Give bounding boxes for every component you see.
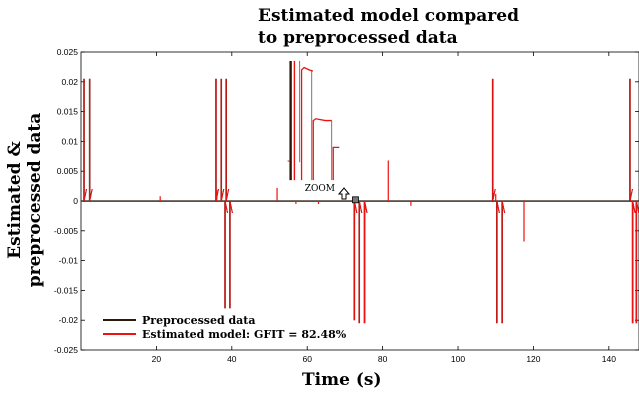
y-tick-label: -0.01 (59, 256, 79, 266)
series-spike-tail (89, 188, 93, 202)
series-spike-tail (83, 188, 88, 202)
series-spike-tail (635, 200, 639, 214)
y-tick-label: -0.025 (54, 345, 78, 355)
y-axis-label-line-1: Estimated & (5, 141, 25, 259)
y-axis-label-wrap: Estimated & preprocessed data (0, 50, 50, 350)
y-tick-label: -0.005 (54, 226, 78, 236)
series-spike-tail (225, 188, 230, 202)
series-spike-tail (224, 200, 229, 214)
x-tick-label: 40 (227, 354, 237, 364)
inset-red-plateau-3 (332, 146, 340, 181)
y-tick-label: 0.02 (61, 77, 78, 87)
y-tick-label: -0.015 (54, 285, 78, 295)
y-tick-label: 0.01 (61, 136, 78, 146)
series-spike-tail (501, 200, 506, 214)
y-axis-label: Estimated & preprocessed data (5, 113, 45, 288)
x-axis-label: Time (s) (302, 370, 382, 390)
legend-label-estimated: Estimated model: GFIT = 82.48% (142, 328, 347, 341)
legend-label-preprocessed: Preprocessed data (142, 314, 256, 327)
zoom-arrow-icon (337, 187, 351, 200)
zoom-label: ZOOM (305, 184, 335, 194)
chart-title-line-1: Estimated model compared (258, 6, 519, 26)
series-spike-tail (632, 200, 636, 214)
series-spike-tail (629, 188, 633, 202)
x-tick-label: 100 (451, 354, 465, 364)
chart-title-line-2: to preprocessed data (258, 28, 458, 48)
series-spike-tail (364, 200, 368, 214)
x-tick-label: 20 (152, 354, 162, 364)
y-tick-label: 0.025 (57, 47, 79, 57)
series-spike-tail (492, 188, 496, 202)
y-tick-label: 0.015 (57, 107, 79, 117)
y-axis-label-line-2: preprocessed data (25, 112, 45, 288)
zoom-box (352, 196, 359, 204)
y-tick-label: 0.005 (57, 166, 79, 176)
series-spike-tail (496, 200, 500, 214)
x-tick-label: 140 (602, 354, 616, 364)
series-spike-tail (358, 200, 363, 214)
y-tick-label: 0 (73, 196, 78, 206)
x-tick-label: 60 (302, 354, 312, 364)
y-tick-label: -0.02 (59, 315, 79, 325)
x-tick-label: 80 (378, 354, 388, 364)
inset-red-plateau-2 (312, 118, 332, 181)
series-spike-tail (229, 200, 233, 214)
inset-red-plateau-1 (300, 66, 314, 181)
x-tick-label: 120 (526, 354, 540, 364)
series-spike-tail (220, 188, 225, 202)
